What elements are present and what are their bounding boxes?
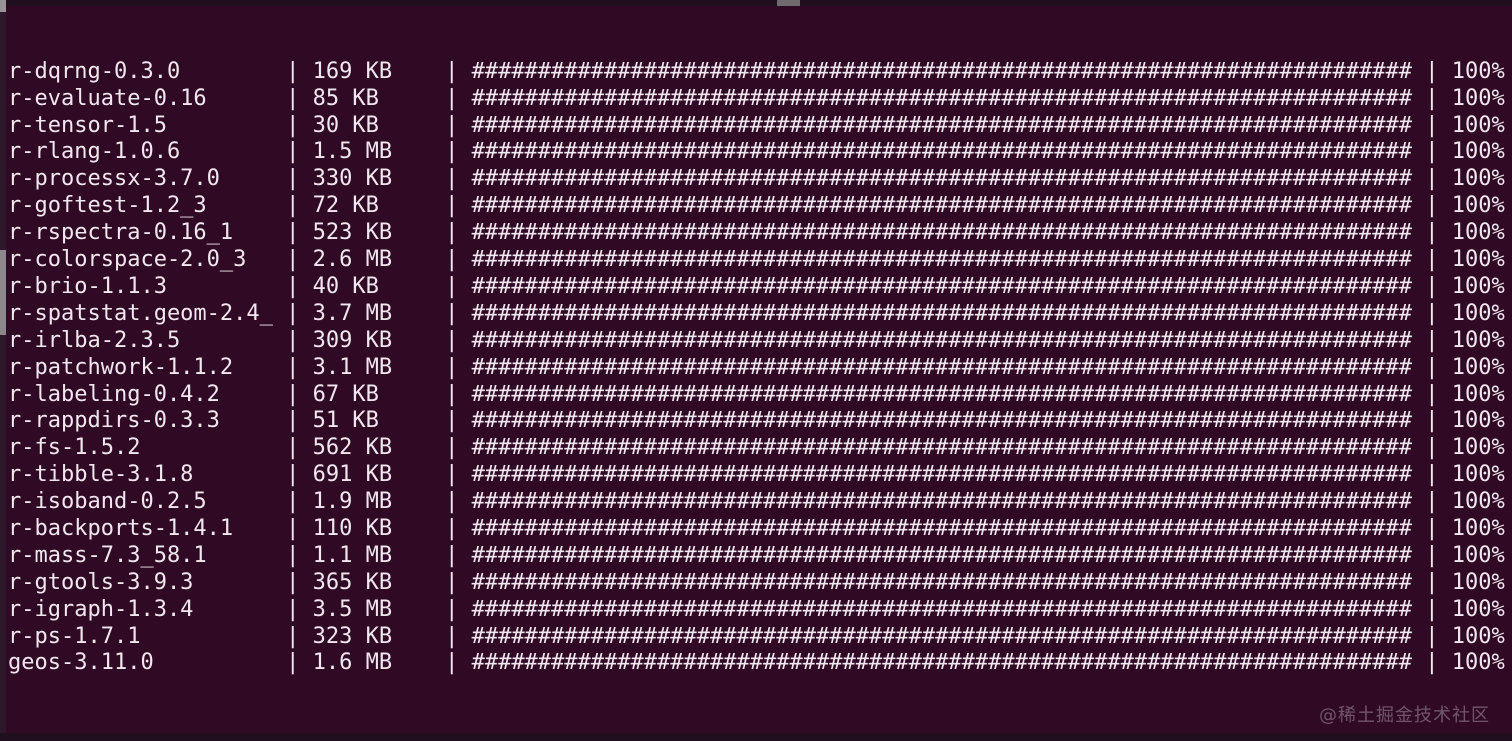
package-progress-row: r-labeling-0.4.2 | 67 KB | #############… [8,381,1505,407]
terminal-output: r-dqrng-0.3.0 | 169 KB | ###############… [8,5,1512,741]
package-progress-row: r-goftest-1.2_3 | 72 KB | ##############… [8,193,1505,219]
package-progress-row: r-brio-1.1.3 | 40 KB | #################… [8,273,1505,299]
package-progress-row: r-rappdirs-0.3.3 | 51 KB | #############… [8,408,1505,434]
window-top-notch [777,0,800,6]
package-progress-row: r-ps-1.7.1 | 323 KB | ##################… [8,623,1505,649]
package-progress-row: r-spatstat.geom-2.4_ | 3.7 MB | ########… [8,300,1505,326]
package-progress-row: r-irlba-2.3.5 | 309 KB | ###############… [8,327,1505,353]
package-progress-row: r-backports-1.4.1 | 110 KB | ###########… [8,515,1505,541]
package-progress-row: r-mass-7.3_58.1 | 1.1 MB | #############… [8,542,1505,568]
package-progress-row: r-rlang-1.0.6 | 1.5 MB | ###############… [8,139,1505,165]
package-progress-row: r-colorspace-2.0_3 | 2.6 MB | ##########… [8,247,1505,273]
package-progress-row: r-gtools-3.9.3 | 365 KB | ##############… [8,569,1505,595]
package-progress-row: r-rspectra-0.16_1 | 523 KB | ###########… [8,220,1505,246]
package-progress-row: r-evaluate-0.16 | 85 KB | ##############… [8,85,1505,111]
package-progress-row: r-patchwork-1.1.2 | 3.1 MB | ###########… [8,354,1505,380]
package-progress-row: r-dqrng-0.3.0 | 169 KB | ###############… [8,58,1505,84]
package-progress-row: r-tibble-3.1.8 | 691 KB | ##############… [8,462,1505,488]
package-progress-row: r-processx-3.7.0 | 330 KB | ############… [8,166,1505,192]
package-progress-row: r-fs-1.5.2 | 562 KB | ##################… [8,435,1505,461]
window-top-edge [0,0,1512,6]
window-left-corner [0,0,6,12]
scrollbar-thumb-artifact [0,250,6,335]
package-progress-list: r-dqrng-0.3.0 | 169 KB | ###############… [8,59,1512,677]
watermark-text: @稀土掘金技术社区 [1319,705,1490,726]
window-bottom-edge [0,733,1512,741]
package-progress-row: geos-3.11.0 | 1.6 MB | #################… [8,650,1505,676]
package-progress-row: r-igraph-1.3.4 | 3.5 MB | ##############… [8,596,1505,622]
package-progress-row: r-isoband-0.2.5 | 1.9 MB | #############… [8,489,1505,515]
window-left-edge [0,0,6,741]
package-progress-row: r-tensor-1.5 | 30 KB | #################… [8,112,1505,138]
